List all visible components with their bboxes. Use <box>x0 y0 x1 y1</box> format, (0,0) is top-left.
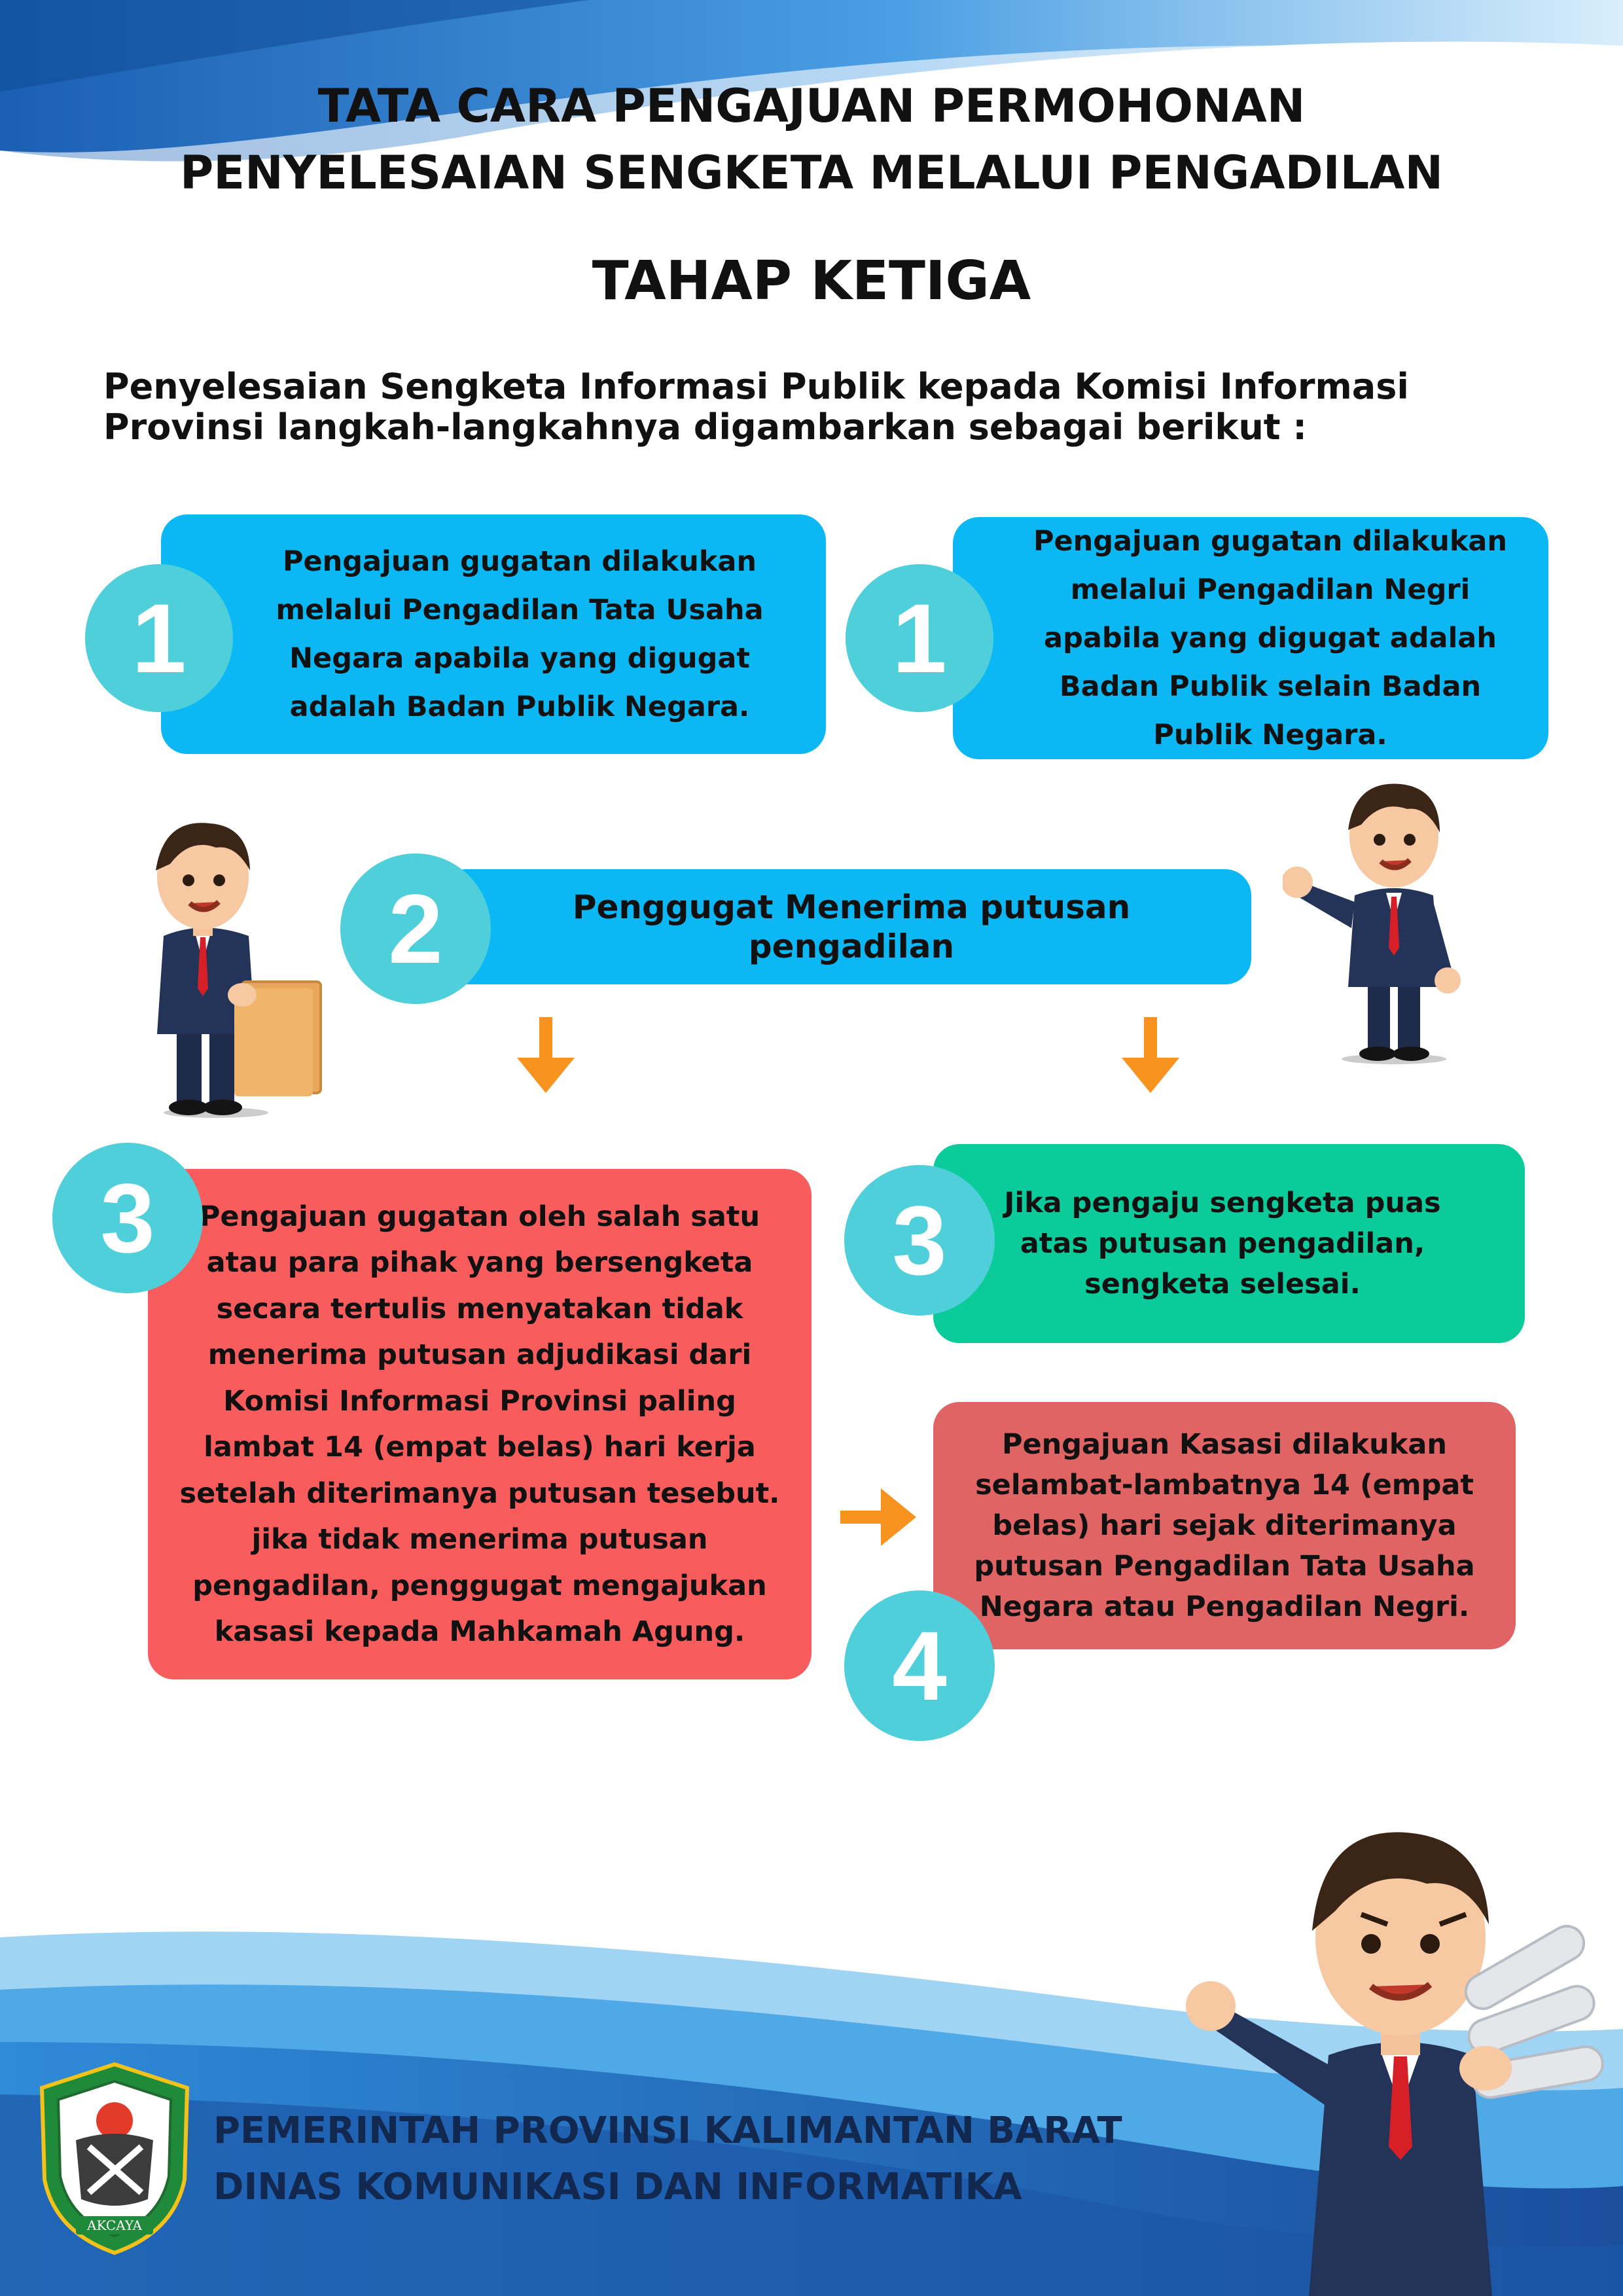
step-4-text: Pengajuan Kasasi dilakukan selambat-lamb… <box>974 1428 1475 1623</box>
step-2-text: Penggugat Menerima putusan pengadilan <box>572 888 1131 965</box>
stage-heading: TAHAP KETIGA <box>592 250 1031 312</box>
step-3b-number: 3 <box>844 1165 995 1316</box>
step-1a-box: Pengajuan gugatan dilakukan melalui Peng… <box>161 514 826 754</box>
step-3a-text: Pengajuan gugatan oleh salah satu atau p… <box>179 1200 780 1649</box>
businessman-illustration <box>1283 783 1461 1064</box>
businessman-illustration <box>1186 1832 1604 2296</box>
page-title-line-1: TATA CARA PENGAJUAN PERMOHONAN <box>317 79 1306 133</box>
step-3b-box: Jika pengaju sengketa puas atas putusan … <box>933 1144 1525 1343</box>
step-1a-text: Pengajuan gugatan dilakukan melalui Peng… <box>276 545 764 723</box>
provincial-emblem: AKCAYA <box>39 2062 190 2255</box>
step-1b-box: Pengajuan gugatan dilakukan melalui Peng… <box>953 517 1548 759</box>
step-2-number: 2 <box>340 853 491 1004</box>
page-title-line-2: PENYELESAIAN SENGKETA MELALUI PENGADILAN <box>179 146 1444 200</box>
footer-line-1: PEMERINTAH PROVINSI KALIMANTAN BARAT <box>213 2109 1122 2152</box>
step-4-box: Pengajuan Kasasi dilakukan selambat-lamb… <box>933 1402 1516 1649</box>
arrow-down-icon <box>1122 1017 1179 1093</box>
step-3b-text: Jika pengaju sengketa puas atas putusan … <box>1004 1187 1441 1300</box>
step-4-number: 4 <box>844 1590 995 1741</box>
step-1b-number: 1 <box>846 564 993 712</box>
step-3a-number: 3 <box>52 1143 203 1293</box>
emblem-motto: AKCAYA <box>86 2217 142 2233</box>
step-1b-text: Pengajuan gugatan dilakukan melalui Peng… <box>1033 525 1508 751</box>
arrow-down-icon <box>517 1017 575 1093</box>
footer-line-2: DINAS KOMUNIKASI DAN INFORMATIKA <box>213 2166 1022 2208</box>
step-3a-box: Pengajuan gugatan oleh salah satu atau p… <box>148 1169 812 1679</box>
businessman-illustration <box>156 823 322 1118</box>
step-1a-number: 1 <box>85 564 233 712</box>
arrow-right-icon <box>840 1488 916 1546</box>
step-2-box: Penggugat Menerima putusan pengadilan <box>452 869 1251 984</box>
intro-text: Penyelesaian Sengketa Informasi Publik k… <box>103 366 1409 448</box>
